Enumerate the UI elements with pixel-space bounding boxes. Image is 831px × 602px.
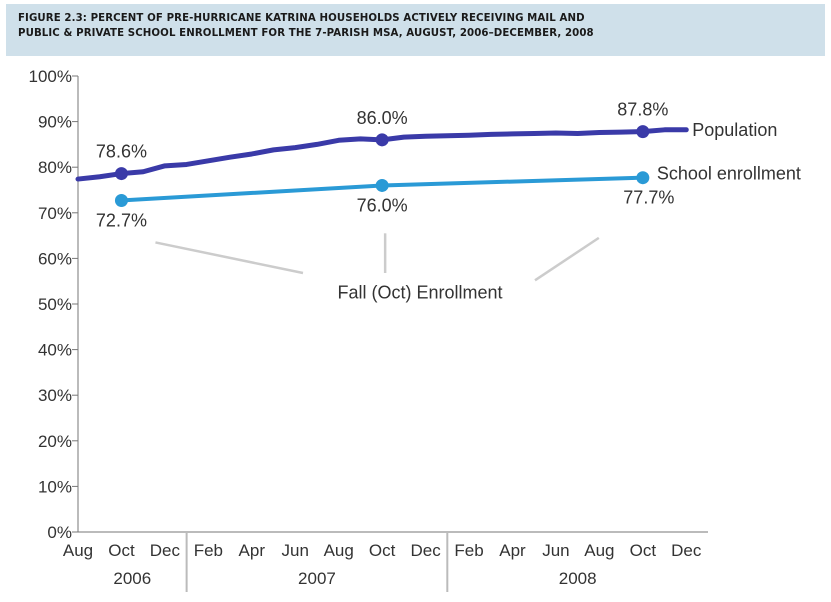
y-tick-label: 60% xyxy=(38,249,72,268)
school-enrollment-data-label: 76.0% xyxy=(357,195,408,215)
school-enrollment-data-label: 72.7% xyxy=(96,210,147,230)
chart-labels: 78.6% 86.0% 87.8% 72.7% 76.0% 77.7% Population… xyxy=(96,100,801,231)
x-tick-label: Aug xyxy=(324,541,354,560)
x-tick-label: Oct xyxy=(630,541,657,560)
y-tick-label: 0% xyxy=(47,523,72,542)
x-tick-label: Feb xyxy=(194,541,223,560)
y-tick-label: 10% xyxy=(38,477,72,496)
x-tick-label: Dec xyxy=(150,541,181,560)
x-tick-label: Apr xyxy=(239,541,266,560)
x-tick-label: Aug xyxy=(584,541,614,560)
y-tick-label: 50% xyxy=(38,295,72,314)
x-tick-label: Jun xyxy=(282,541,309,560)
x-tick-label: Dec xyxy=(410,541,441,560)
y-tick-label: 70% xyxy=(38,204,72,223)
y-tick-label: 20% xyxy=(38,432,72,451)
x-tick-label: Oct xyxy=(369,541,396,560)
figure-title-line-1: FIGURE 2.3: PERCENT OF PRE-HURRICANE KAT… xyxy=(18,13,585,24)
y-tick-label: 30% xyxy=(38,386,72,405)
x-year-label: 2008 xyxy=(559,569,597,588)
x-tick-label: Feb xyxy=(454,541,483,560)
school-enrollment-marker xyxy=(636,171,650,185)
y-tick-label: 90% xyxy=(38,113,72,132)
population-data-label: 87.8% xyxy=(617,100,668,120)
x-tick-label: Oct xyxy=(108,541,135,560)
x-tick-label: Dec xyxy=(671,541,702,560)
x-tick-label: Jun xyxy=(542,541,569,560)
population-data-label: 86.0% xyxy=(357,108,408,128)
x-tick-label: Aug xyxy=(63,541,93,560)
x-year-label: 2007 xyxy=(298,569,336,588)
annotation-group: Fall (Oct) Enrollment xyxy=(155,233,600,303)
y-axis: 0% 10% 20% 30% 40% 50% 60% 70% 80% 90% 100% xyxy=(29,67,79,542)
population-marker xyxy=(375,133,389,147)
x-year-label: 2006 xyxy=(113,569,151,588)
figure-title-line-2: PUBLIC & PRIVATE SCHOOL ENROLLMENT FOR T… xyxy=(18,28,594,39)
population-marker xyxy=(636,125,650,139)
school-enrollment-marker xyxy=(375,178,389,192)
x-tick-label: Apr xyxy=(499,541,526,560)
figure-header: FIGURE 2.3: PERCENT OF PRE-HURRICANE KAT… xyxy=(6,4,825,56)
school-enrollment-marker xyxy=(114,193,128,207)
school-enrollment-series-label: School enrollment xyxy=(657,164,801,184)
population-marker xyxy=(114,167,128,181)
x-axis: Aug Oct Dec Feb Apr Jun Aug Oct Dec Feb Apr Jun Aug O… xyxy=(63,531,708,592)
annotation-callout-line xyxy=(155,241,304,275)
population-series-label: Population xyxy=(692,120,777,140)
chart-series xyxy=(75,125,689,207)
annotation-label: Fall (Oct) Enrollment xyxy=(337,283,502,303)
y-tick-label: 100% xyxy=(29,67,72,86)
y-tick-label: 40% xyxy=(38,341,72,360)
y-tick-label: 80% xyxy=(38,158,72,177)
school-enrollment-data-label: 77.7% xyxy=(623,188,674,208)
population-data-label: 78.6% xyxy=(96,142,147,162)
annotation-callout-line xyxy=(534,236,600,282)
line-chart: 0% 10% 20% 30% 40% 50% 60% 70% 80% 90% 100% Aug Oct… xyxy=(29,67,801,592)
